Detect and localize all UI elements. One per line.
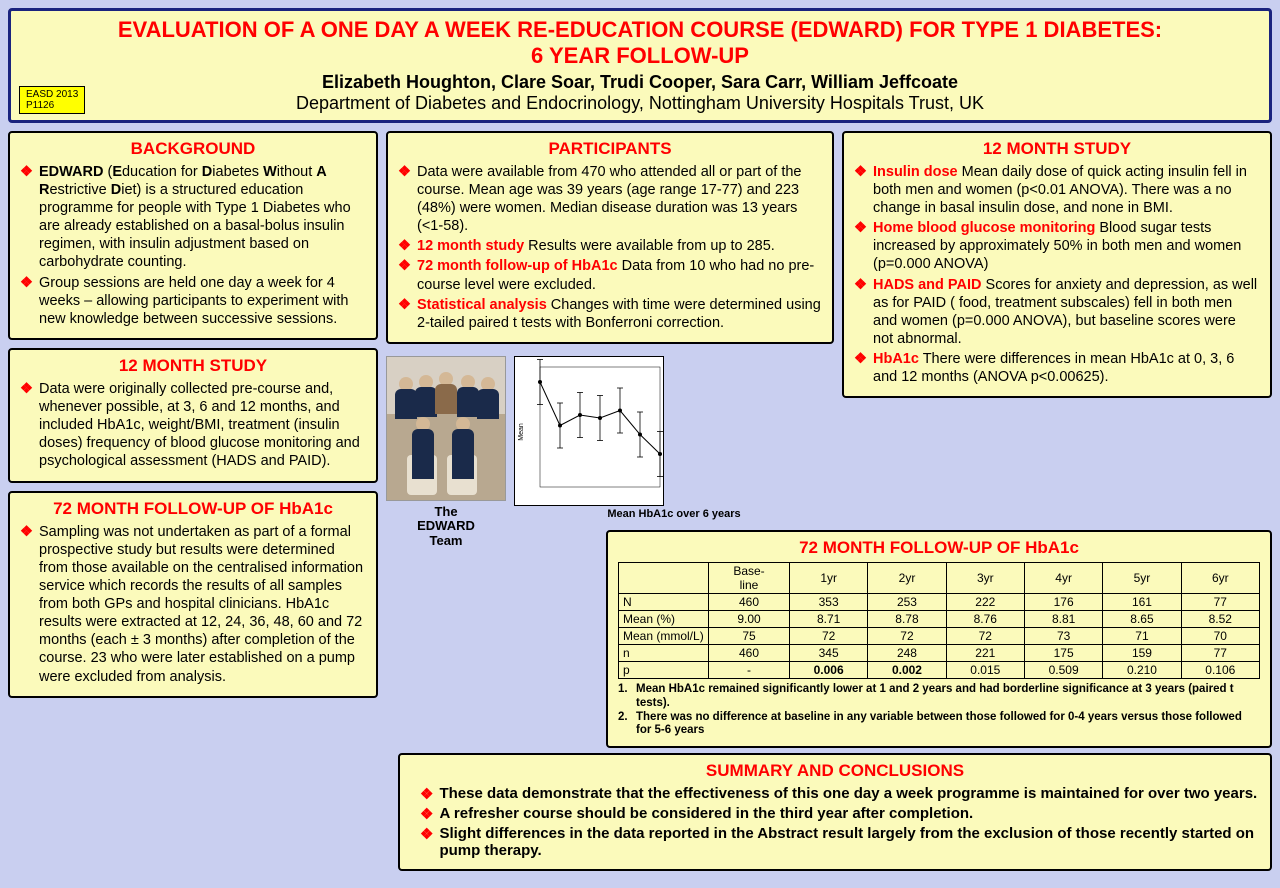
- table-notes: 1.Mean HbA1c remained significantly lowe…: [618, 683, 1260, 738]
- team-chart-row: The EDWARD Team Mean Mean HbA1c over 6 y…: [386, 356, 834, 548]
- conference-badge: EASD 2013 P1126: [19, 86, 85, 114]
- svg-text:Mean: Mean: [518, 423, 525, 441]
- background-box: BACKGROUND ❖EDWARD (Education for Diabet…: [8, 131, 378, 340]
- 72-month-table-title: 72 MONTH FOLLOW-UP OF HbA1c: [618, 538, 1260, 558]
- authors: Elizabeth Houghton, Clare Soar, Trudi Co…: [21, 72, 1259, 93]
- summary-bullet-3: ❖Slight differences in the data reported…: [410, 825, 1260, 859]
- 12-month-study-a-title: 12 MONTH STUDY: [20, 356, 366, 376]
- participants-bullet-4: ❖Statistical analysis Changes with time …: [398, 296, 822, 332]
- 12-month-study-a-box: 12 MONTH STUDY ❖Data were originally col…: [8, 348, 378, 483]
- 12b-bullet-2: ❖Home blood glucose monitoring Blood sug…: [854, 219, 1260, 273]
- team-block: The EDWARD Team: [386, 356, 506, 548]
- summary-title: SUMMARY AND CONCLUSIONS: [410, 761, 1260, 781]
- 12b-bullet-1: ❖Insulin dose Mean daily dose of quick a…: [854, 163, 1260, 217]
- 12-month-study-b-title: 12 MONTH STUDY: [854, 139, 1260, 159]
- summary-bullet-1: ❖These data demonstrate that the effecti…: [410, 785, 1260, 803]
- 12b-bullet-3: ❖HADS and PAID Scores for anxiety and de…: [854, 276, 1260, 349]
- participants-box: PARTICIPANTS ❖Data were available from 4…: [386, 131, 834, 344]
- team-photo: [386, 356, 506, 501]
- poster: EASD 2013 P1126 EVALUATION OF A ONE DAY …: [8, 8, 1272, 880]
- chart-block: Mean Mean HbA1c over 6 years: [514, 356, 834, 548]
- 72-month-table-box: 72 MONTH FOLLOW-UP OF HbA1c Base-line1yr…: [606, 530, 1272, 748]
- department: Department of Diabetes and Endocrinology…: [21, 93, 1259, 114]
- badge-line-2: P1126: [26, 100, 78, 111]
- team-caption: The EDWARD Team: [386, 505, 506, 548]
- 12b-bullet-4: ❖HbA1c There were differences in mean Hb…: [854, 350, 1260, 386]
- background-title: BACKGROUND: [20, 139, 366, 159]
- background-bullet-1: ❖EDWARD (Education for Diabetes Without …: [20, 163, 366, 272]
- badge-line-1: EASD 2013: [26, 89, 78, 100]
- participants-title: PARTICIPANTS: [398, 139, 822, 159]
- participants-bullet-3: ❖72 month follow-up of HbA1c Data from 1…: [398, 257, 822, 293]
- 12-month-a-bullet-1: ❖Data were originally collected pre-cour…: [20, 380, 366, 471]
- hba1c-chart: Mean: [514, 356, 664, 506]
- background-bullet-2: ❖Group sessions are held one day a week …: [20, 274, 366, 328]
- 72-month-a-bullet-1: ❖Sampling was not undertaken as part of …: [20, 523, 366, 686]
- poster-title-line2: 6 YEAR FOLLOW-UP: [21, 43, 1259, 69]
- participants-bullet-2: ❖12 month study Results were available f…: [398, 237, 822, 255]
- header-box: EASD 2013 P1126 EVALUATION OF A ONE DAY …: [8, 8, 1272, 123]
- chart-caption: Mean HbA1c over 6 years: [514, 508, 834, 520]
- hba1c-data-table: Base-line1yr2yr3yr4yr5yr6yrN460353253222…: [618, 562, 1260, 679]
- summary-box: SUMMARY AND CONCLUSIONS ❖These data demo…: [398, 753, 1272, 871]
- left-column: BACKGROUND ❖EDWARD (Education for Diabet…: [8, 131, 378, 698]
- participants-bullet-1: ❖Data were available from 470 who attend…: [398, 163, 822, 236]
- 12-month-study-b-box: 12 MONTH STUDY ❖Insulin dose Mean daily …: [842, 131, 1272, 399]
- 72-month-followup-a-title: 72 MONTH FOLLOW-UP OF HbA1c: [20, 499, 366, 519]
- summary-bullet-2: ❖A refresher course should be considered…: [410, 805, 1260, 823]
- 72-month-followup-a-box: 72 MONTH FOLLOW-UP OF HbA1c ❖Sampling wa…: [8, 491, 378, 698]
- poster-title-line1: EVALUATION OF A ONE DAY A WEEK RE-EDUCAT…: [21, 17, 1259, 43]
